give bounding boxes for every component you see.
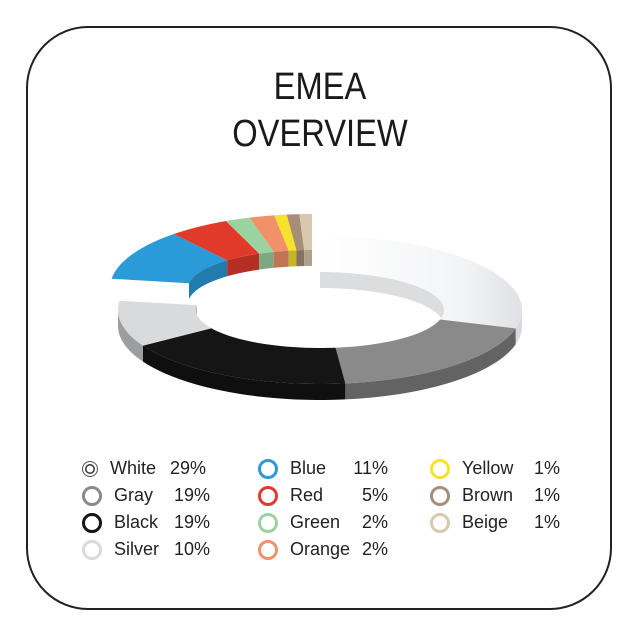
legend-label: Beige (462, 512, 509, 532)
legend-value: 29% (169, 458, 206, 478)
slice-top (142, 328, 346, 384)
legend-value: 1% (533, 458, 560, 478)
legend-item-black: Black 19% (82, 512, 210, 533)
slice-top (249, 215, 289, 252)
slice-inner-wall (320, 272, 444, 326)
legend-label: Green (290, 512, 341, 532)
legend-swatch-black (82, 512, 102, 533)
legend-swatch-orange (258, 539, 278, 560)
slice-side-wall (118, 310, 143, 362)
slice-inner-wall (188, 260, 228, 300)
legend-label: Silver (114, 539, 160, 559)
legend-value: 1% (533, 485, 560, 505)
legend-swatch-yellow (430, 458, 450, 479)
slice-top (299, 214, 312, 251)
slice-silver (118, 300, 212, 362)
legend-item-beige: Beige 1% (430, 512, 560, 533)
slice-red (173, 221, 260, 277)
legend-swatch-blue (258, 458, 278, 479)
legend-value: 19% (173, 485, 210, 505)
legend-swatch-red (258, 485, 278, 506)
slice-top (173, 221, 260, 261)
title-line-2: OVERVIEW (232, 113, 408, 155)
chart-title: EMEA OVERVIEW (45, 64, 595, 158)
slice-top (225, 217, 274, 254)
legend-item-red: Red 5% (258, 485, 388, 506)
slice-green (225, 217, 274, 270)
legend-swatch-gray (82, 485, 102, 506)
legend-item-gray: Gray 19% (82, 485, 210, 506)
legend-swatch-beige (430, 512, 450, 533)
slice-inner-wall (296, 250, 305, 267)
legend-label: Blue (290, 458, 327, 478)
legend-swatch-green (258, 512, 278, 533)
slice-top (286, 214, 305, 251)
slice-black (142, 328, 346, 400)
slice-inner-wall (288, 250, 297, 267)
slice-inner-wall (304, 250, 312, 267)
legend-label: Black (114, 512, 159, 532)
slice-top (118, 300, 212, 346)
slice-top (111, 234, 228, 284)
legend-swatch-silver (82, 539, 102, 560)
legend-label: Red (290, 485, 324, 505)
title-line-1: EMEA (273, 66, 367, 108)
legend-item-silver: Silver 10% (82, 539, 210, 560)
slice-gray (335, 319, 516, 400)
legend-label: Orange (290, 539, 351, 559)
slice-top (274, 214, 297, 251)
legend-item-orange: Orange 2% (258, 539, 388, 560)
legend-value: 2% (361, 512, 388, 532)
legend-item-blue: Blue 11% (258, 458, 388, 479)
slice-inner-wall (227, 253, 260, 277)
slice-inner-wall (259, 251, 274, 270)
legend-value: 2% (361, 539, 388, 559)
legend-value: 1% (533, 512, 560, 532)
legend-label: White (110, 458, 157, 478)
legend-label: Yellow (462, 458, 514, 478)
legend-item-yellow: Yellow 1% (430, 458, 560, 479)
legend-item-green: Green 2% (258, 512, 388, 533)
legend-value: 19% (173, 512, 210, 532)
slice-side-wall (142, 345, 346, 400)
slice-blue (111, 234, 228, 300)
slice-orange (249, 215, 289, 268)
legend-swatch-white (82, 460, 98, 477)
slice-brown (286, 214, 305, 267)
slice-white (320, 236, 522, 345)
slice-inner-wall (273, 250, 289, 268)
slice-beige (299, 214, 312, 267)
legend-item-white: White 29% (82, 458, 206, 479)
legend-value: 10% (173, 539, 210, 559)
legend-value: 5% (361, 485, 388, 505)
slice-yellow (274, 214, 297, 267)
slice-side-wall (515, 310, 522, 345)
slice-top (320, 236, 522, 329)
slice-side-wall (345, 328, 516, 400)
legend-label: Gray (114, 485, 154, 505)
legend-swatch-brown (430, 485, 450, 506)
legend-value: 11% (353, 458, 388, 478)
legend-label: Brown (462, 485, 514, 505)
legend-item-brown: Brown 1% (430, 485, 560, 506)
slice-top (335, 319, 516, 384)
